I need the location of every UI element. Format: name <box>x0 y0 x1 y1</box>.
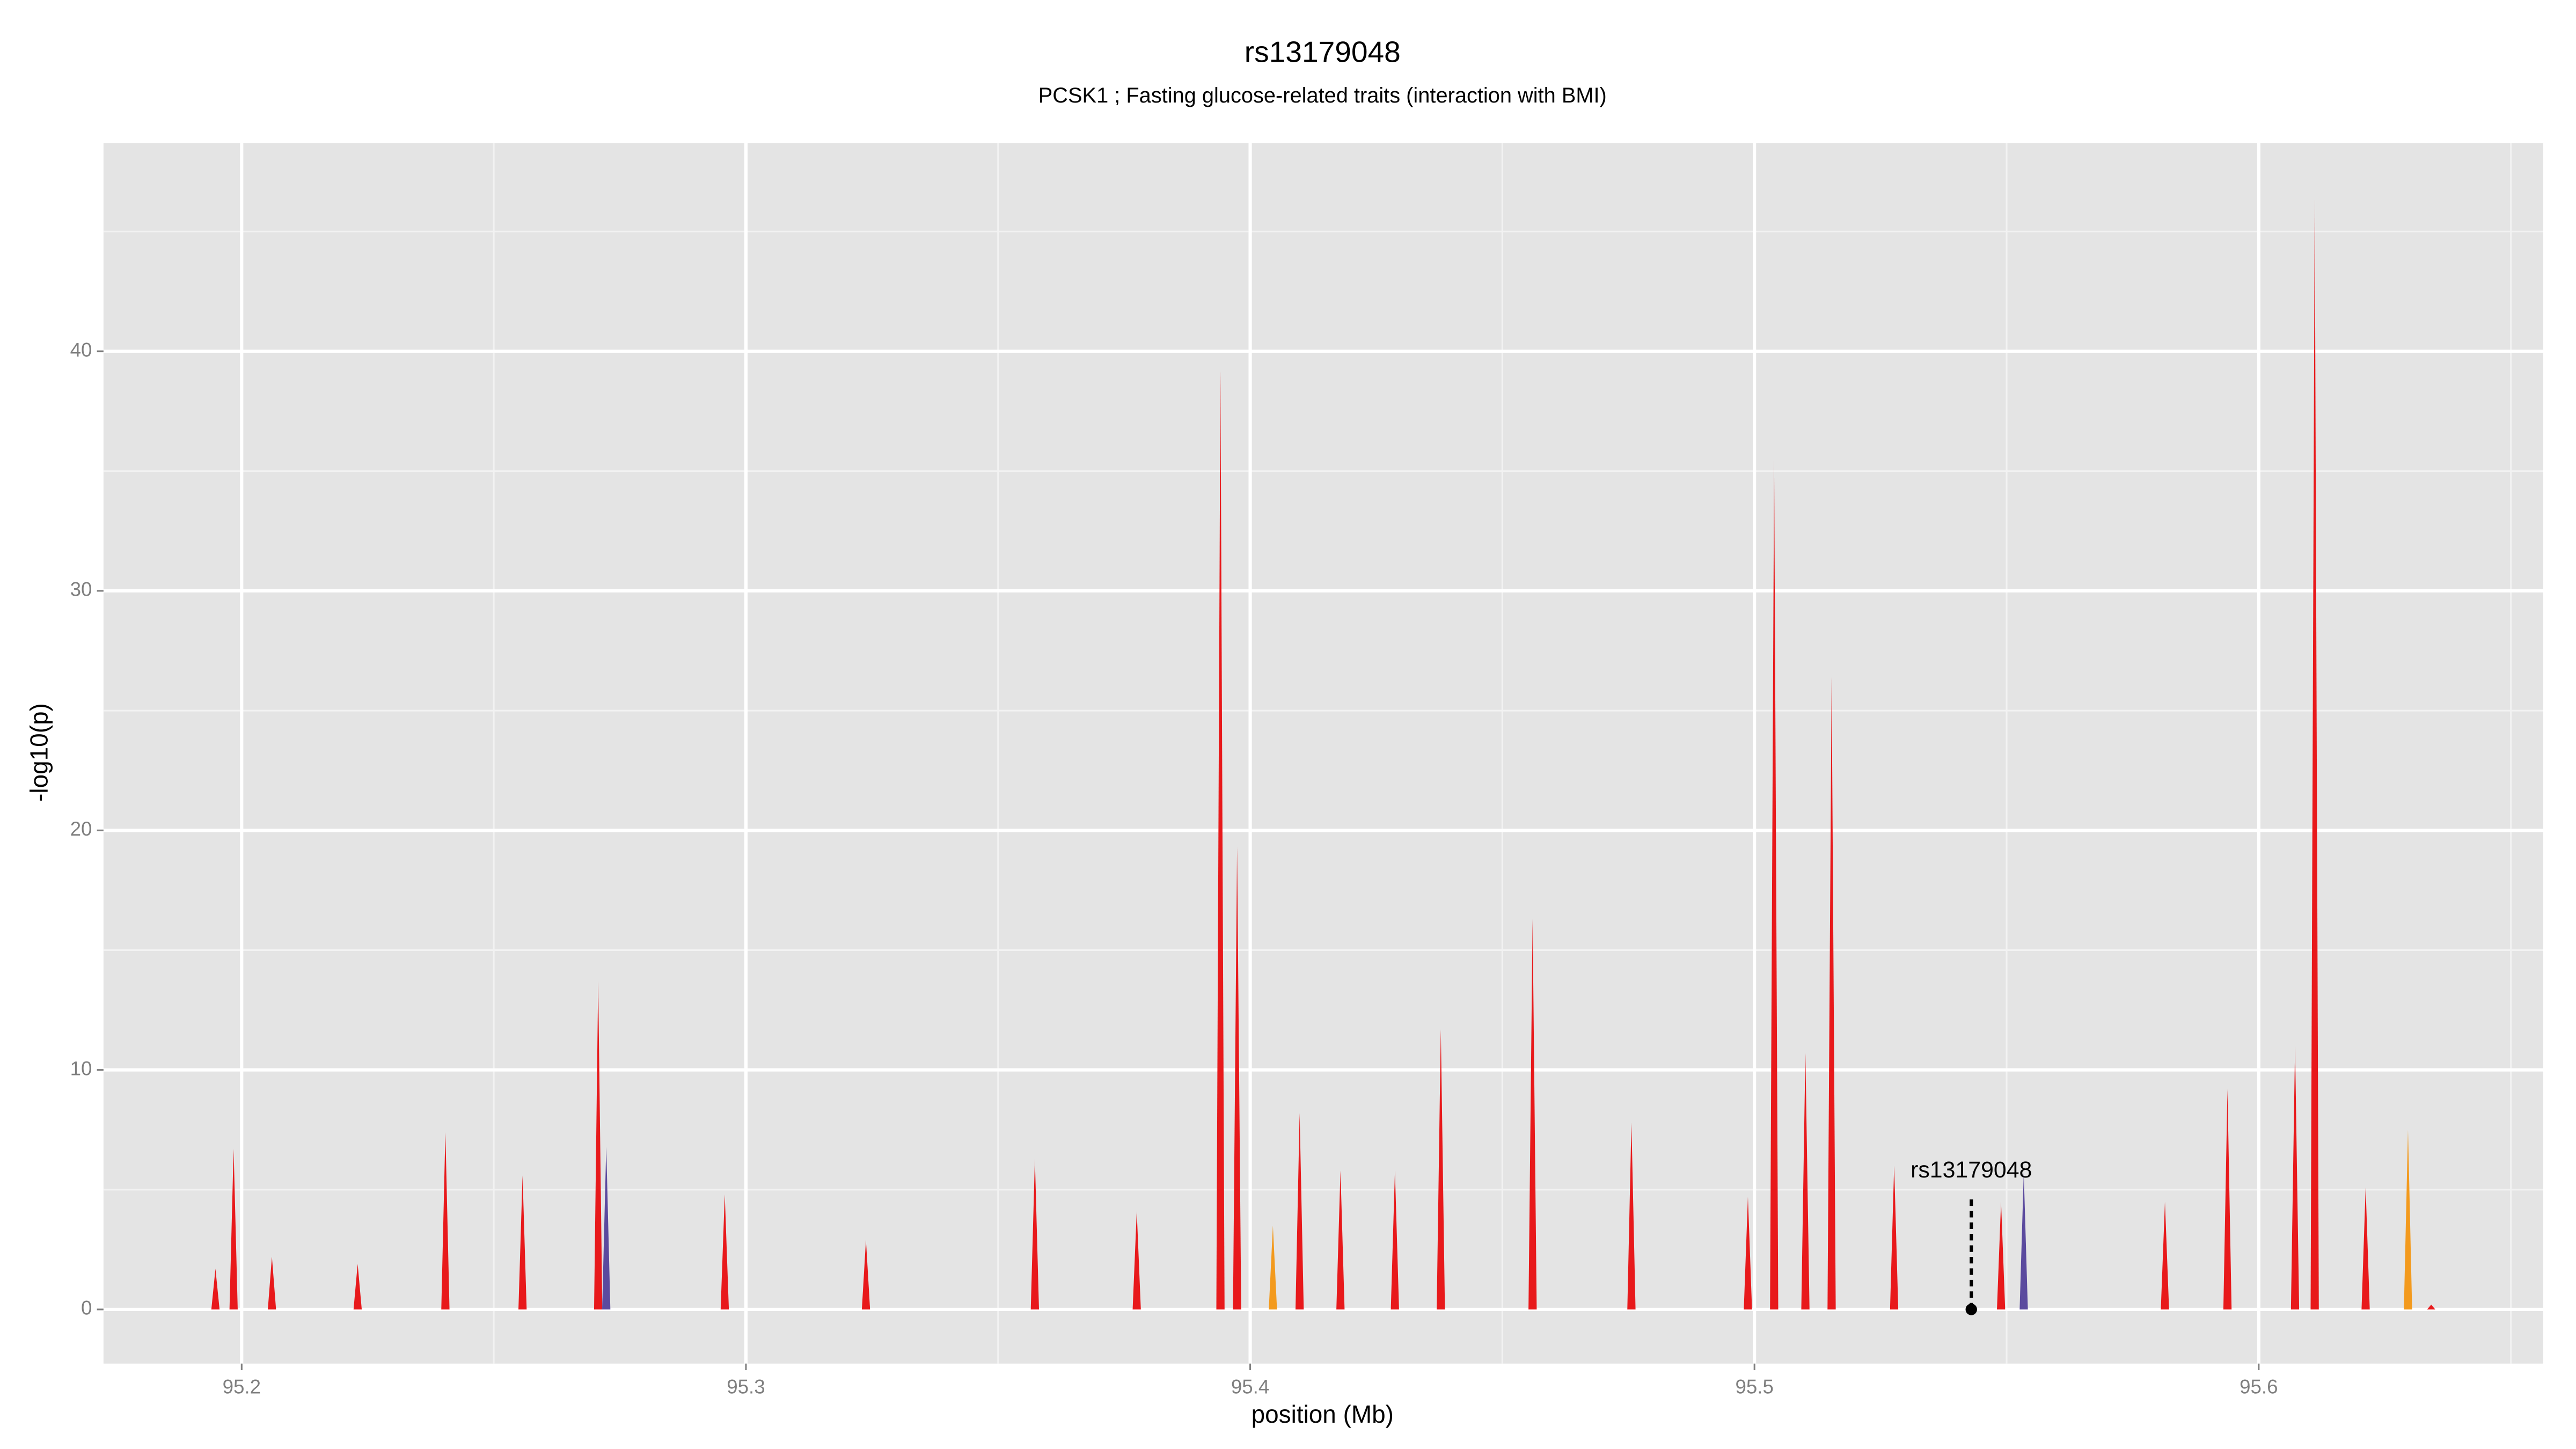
spike <box>268 1256 276 1309</box>
spike <box>518 1175 527 1309</box>
x-tick-label: 95.6 <box>2240 1375 2278 1397</box>
spike <box>1528 919 1537 1309</box>
spike <box>2427 1305 2435 1309</box>
spike <box>1744 1197 1752 1309</box>
y-tick-label: 20 <box>70 818 92 840</box>
spike <box>1296 1113 1304 1309</box>
spike <box>1437 1029 1445 1309</box>
x-axis-label: position (Mb) <box>1252 1400 1394 1428</box>
spike <box>1801 1053 1810 1309</box>
y-tick-label: 30 <box>70 579 92 601</box>
spike <box>353 1264 362 1309</box>
y-tick-label: 0 <box>81 1297 92 1319</box>
spike <box>2223 1089 2232 1309</box>
spike <box>2361 1187 2370 1309</box>
spike <box>2404 1130 2412 1309</box>
spike <box>1997 1202 2006 1309</box>
chart-subtitle: PCSK1 ; Fasting glucose-related traits (… <box>1038 84 1607 107</box>
spike <box>602 1146 611 1309</box>
spike <box>720 1194 729 1309</box>
spike <box>1269 1225 1277 1309</box>
spike <box>229 1148 238 1309</box>
annotation-point <box>1965 1304 1977 1315</box>
spike <box>1233 847 1241 1309</box>
spike <box>211 1269 220 1309</box>
spike <box>1770 459 1779 1309</box>
spike <box>1391 1170 1399 1309</box>
x-tick-label: 95.2 <box>223 1375 261 1397</box>
spike <box>2161 1202 2169 1309</box>
spike <box>441 1132 450 1309</box>
annotation-label: rs13179048 <box>1911 1157 2032 1183</box>
spike <box>1336 1170 1345 1309</box>
x-tick-label: 95.3 <box>727 1375 765 1397</box>
plot-background <box>103 143 2543 1364</box>
y-axis-label: -log10(p) <box>25 703 53 802</box>
spike <box>2310 197 2319 1309</box>
spike <box>2019 1173 2028 1309</box>
spike <box>1030 1158 1040 1309</box>
spike <box>1890 1166 1899 1309</box>
y-tick-label: 10 <box>70 1057 92 1079</box>
spike <box>1827 677 1836 1309</box>
chart-title: rs13179048 <box>1245 35 1401 69</box>
spike <box>861 1240 870 1309</box>
spike <box>2290 1045 2300 1309</box>
x-tick-label: 95.5 <box>1735 1375 1773 1397</box>
spike <box>1216 370 1225 1309</box>
spike <box>1627 1122 1636 1309</box>
spike <box>1132 1211 1141 1309</box>
x-tick-label: 95.4 <box>1231 1375 1269 1397</box>
spike <box>594 981 603 1309</box>
y-tick-label: 40 <box>70 339 92 361</box>
